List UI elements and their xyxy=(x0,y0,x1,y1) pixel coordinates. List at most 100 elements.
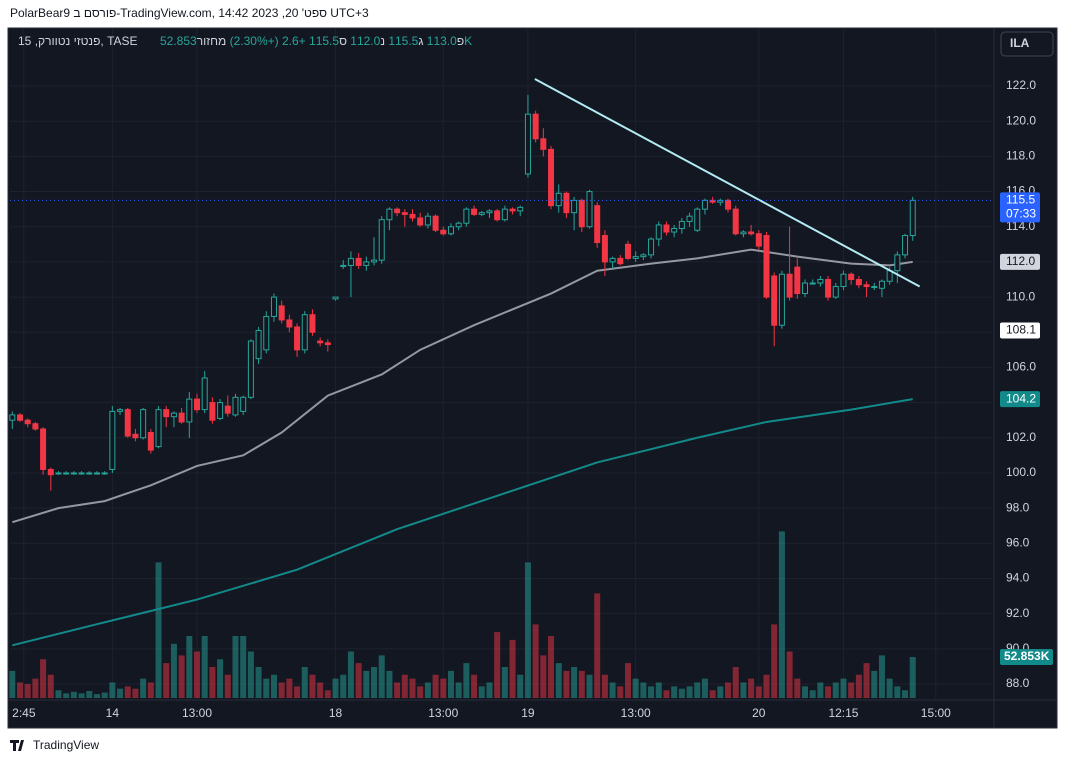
candle-body xyxy=(386,208,393,221)
candle-body xyxy=(855,278,862,286)
volume-bar xyxy=(363,670,370,698)
volume-bar xyxy=(709,690,716,698)
candle-body xyxy=(309,314,316,333)
candle-body xyxy=(324,342,331,346)
candle-body xyxy=(755,233,762,247)
y-tick-label: 120.0 xyxy=(1006,113,1036,127)
candle-body xyxy=(517,206,524,212)
candle-body xyxy=(201,377,208,411)
volume-bar xyxy=(309,674,316,698)
volume-bar xyxy=(93,694,100,698)
candle-body xyxy=(432,215,439,231)
label: ג xyxy=(418,34,423,48)
candle-body xyxy=(417,217,424,226)
candle-body xyxy=(424,215,431,226)
volume-bar xyxy=(232,636,239,698)
candle-body xyxy=(117,409,124,412)
volume-bar xyxy=(147,682,154,698)
candle-body xyxy=(686,215,693,222)
volume-bar xyxy=(902,690,909,698)
candle-body xyxy=(671,227,678,233)
candle-body xyxy=(401,212,408,215)
price-tag xyxy=(1000,192,1040,223)
volume-bar xyxy=(632,678,639,698)
candle-body xyxy=(655,224,662,240)
volume-bar xyxy=(548,636,555,698)
candle-body xyxy=(817,278,824,284)
volume-bar xyxy=(555,663,562,698)
volume-bar xyxy=(417,686,424,698)
candle-body xyxy=(563,192,570,214)
y-tick-label: 98.0 xyxy=(1006,500,1030,514)
candle-body xyxy=(47,468,54,476)
candle-body xyxy=(486,210,493,214)
candle-body xyxy=(548,148,555,207)
volume-bar xyxy=(401,674,408,698)
y-tick-label: 88.0 xyxy=(1006,676,1030,690)
volume-bar xyxy=(270,674,277,698)
candle-body xyxy=(371,259,378,263)
candle-body xyxy=(301,314,308,351)
candle-body xyxy=(640,254,647,258)
symbol: פנטזי נטוורק, 15, TASE xyxy=(18,34,138,48)
candle-body xyxy=(455,222,462,228)
plot: 88.090.092.094.096.098.0100.0102.0104.01… xyxy=(9,28,1053,720)
candle-body xyxy=(24,419,31,425)
candle-body xyxy=(648,238,655,256)
candle-body xyxy=(678,220,685,229)
candle-body xyxy=(902,235,909,256)
candle-body xyxy=(247,340,254,398)
x-tick-label: 13:00 xyxy=(182,706,212,720)
volume-bar xyxy=(640,682,647,698)
candle-body xyxy=(663,224,670,233)
candle-body xyxy=(270,296,277,317)
candle-body xyxy=(840,273,847,288)
price-tag-label: 115.5 xyxy=(1006,193,1035,207)
volume-bar xyxy=(586,674,593,698)
volume-bar xyxy=(794,678,801,698)
volume-bar xyxy=(201,636,208,698)
volume-bar xyxy=(486,682,493,698)
x-tick-label: 19 xyxy=(521,706,535,720)
volume-bar xyxy=(140,678,147,698)
candle-body xyxy=(217,402,224,419)
candle-body xyxy=(894,254,901,272)
candle-body xyxy=(740,231,747,235)
candle-body xyxy=(9,414,16,421)
volume-bar xyxy=(355,663,362,698)
candle-body xyxy=(63,472,70,475)
volume-bar xyxy=(47,674,54,698)
candle-body xyxy=(748,231,755,235)
candle-body xyxy=(340,264,347,267)
candle-body xyxy=(332,296,339,300)
volume-bar xyxy=(324,690,331,698)
volume-bar xyxy=(571,667,578,698)
candle-body xyxy=(55,472,62,475)
volume-bar xyxy=(909,657,916,698)
candle-body xyxy=(725,199,732,210)
volume-bar xyxy=(278,682,285,698)
x-tick-label: 2:45 xyxy=(12,706,36,720)
y-tick-label: 102.0 xyxy=(1006,430,1036,444)
volume-tag-label: 52.853K xyxy=(1004,649,1050,663)
volume-bar xyxy=(186,636,193,698)
candle-body xyxy=(540,138,547,150)
candle-body xyxy=(701,199,708,210)
candle-body xyxy=(140,409,147,439)
volume-bar xyxy=(855,674,862,698)
volume-bar xyxy=(871,670,878,698)
volume-bar xyxy=(617,686,624,698)
candle-body xyxy=(832,286,839,298)
currency-button[interactable] xyxy=(1000,31,1054,57)
volume-bar xyxy=(117,688,124,698)
y-tick-label: 106.0 xyxy=(1006,360,1036,374)
candle-body xyxy=(717,199,724,203)
volume-bar xyxy=(717,686,724,698)
candle-body xyxy=(232,396,239,416)
volume-bar xyxy=(86,691,93,698)
volume-bar xyxy=(678,688,685,698)
volume-bar xyxy=(801,686,808,698)
candle-body xyxy=(278,305,285,321)
candle-body xyxy=(209,402,216,421)
candle-body xyxy=(617,257,624,265)
